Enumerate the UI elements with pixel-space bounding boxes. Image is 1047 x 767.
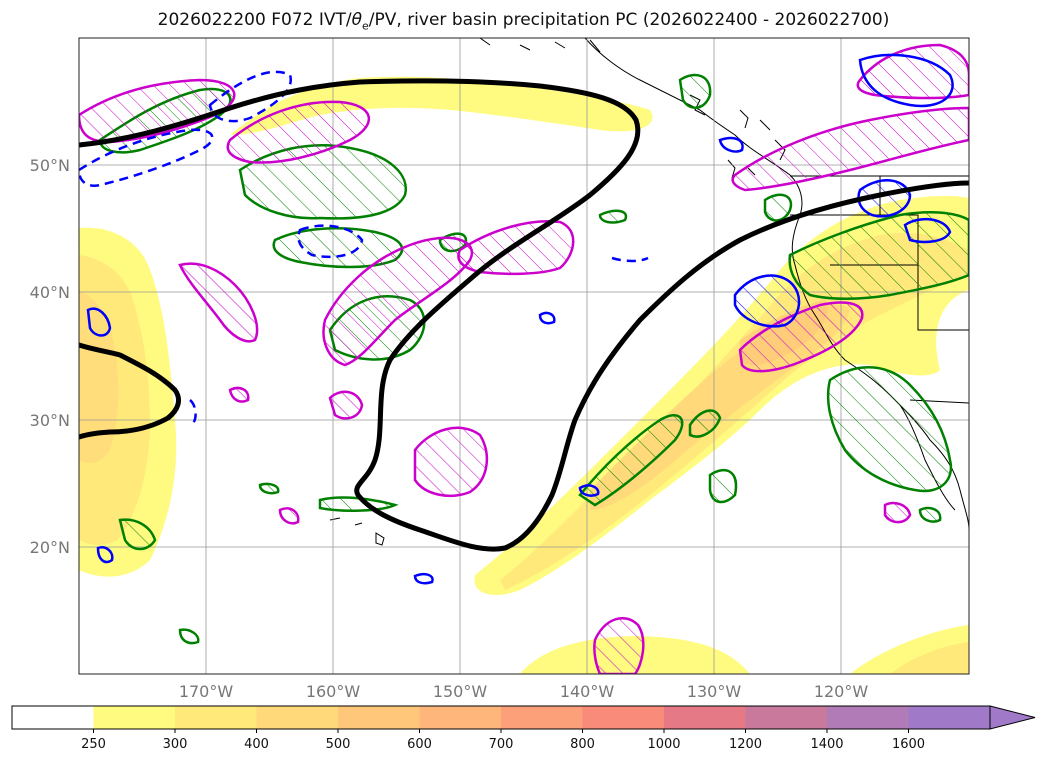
blue-contour	[858, 53, 954, 108]
colorbar: 250 300 400 500 600 700 800 1000 1200 1400 1600	[11, 705, 1036, 752]
magenta-contour	[856, 43, 969, 100]
colorbar-tick-label: 1400	[810, 737, 843, 752]
magenta-contour	[322, 236, 474, 367]
lat-label: 40°N	[30, 283, 70, 302]
colorbar-tick-label: 600	[407, 737, 432, 752]
colorbar-tick-label: 500	[326, 737, 351, 752]
magenta-contour	[228, 386, 250, 403]
green-contour	[688, 409, 722, 438]
blue-contour	[733, 274, 801, 328]
magenta-contour	[593, 616, 645, 674]
magenta-contour	[278, 507, 300, 525]
lon-label: 160°W	[306, 682, 361, 701]
green-contour	[708, 469, 738, 504]
blue-dashed-contour	[79, 128, 214, 187]
colorbar-segment	[745, 706, 828, 729]
magenta-contour	[883, 501, 912, 524]
lon-axis: 170°W 160°W 150°W 140°W 130°W 120°W	[179, 682, 869, 701]
coastline-aleutians	[479, 38, 601, 53]
map-content	[79, 38, 969, 674]
lat-label: 20°N	[30, 538, 70, 557]
colorbar-tick-label: 400	[244, 737, 269, 752]
magenta-contour	[178, 262, 259, 343]
green-contour	[826, 366, 953, 493]
magenta-contour	[413, 426, 488, 498]
green-contour	[678, 73, 712, 109]
lat-label: 30°N	[30, 411, 70, 430]
green-contour	[788, 211, 969, 300]
colorbar-tick-label: 700	[489, 737, 514, 752]
colorbar-segment	[664, 706, 746, 729]
blue-contour	[903, 217, 952, 244]
colorbar-segment	[908, 706, 991, 729]
magenta-contour	[226, 100, 370, 164]
colorbar-segment	[338, 706, 420, 729]
lon-label: 170°W	[179, 682, 234, 701]
lon-label: 120°W	[814, 682, 869, 701]
colorbar-segment	[501, 706, 583, 729]
lat-label: 50°N	[30, 156, 70, 175]
ivt-region-north	[230, 76, 653, 135]
blue-dashed-contour	[297, 224, 364, 259]
colorbar-tick-label: 250	[81, 737, 106, 752]
green-contour	[178, 628, 200, 645]
thick-black-contour	[79, 78, 969, 552]
green-contour	[598, 209, 628, 224]
map-frame	[78, 37, 970, 675]
colorbar-segment	[827, 706, 909, 729]
magenta-contour	[328, 390, 364, 420]
colorbar-tick-label: 300	[163, 737, 188, 752]
blue-contour	[413, 573, 434, 585]
lon-label: 140°W	[560, 682, 615, 701]
coastline-hawaii	[329, 517, 385, 546]
map-title: 2026022200 F072 IVT/θe/PV, river basin p…	[157, 10, 890, 33]
colorbar-segment	[175, 706, 257, 729]
black-contour-main	[79, 78, 969, 552]
colorbar-segment	[12, 706, 94, 729]
lon-label: 150°W	[433, 682, 488, 701]
blue-dashed-contour	[189, 399, 197, 426]
lon-label: 130°W	[687, 682, 742, 701]
blue-dashed-contour	[611, 256, 649, 263]
lat-axis: 50°N 40°N 30°N 20°N	[30, 156, 70, 557]
colorbar-tick-label: 1200	[729, 737, 762, 752]
colorbar-segment	[93, 706, 176, 729]
blue-contour	[718, 136, 744, 153]
colorbar-tick-label: 1600	[892, 737, 925, 752]
blue-contour	[538, 311, 556, 325]
green-contour	[258, 482, 280, 495]
blue-contour	[96, 546, 114, 564]
green-contour	[118, 518, 157, 551]
green-contour	[318, 496, 399, 512]
green-contour	[578, 414, 684, 507]
colorbar-segment	[582, 706, 665, 729]
colorbar-tick-label: 800	[570, 737, 595, 752]
colorbar-segment	[256, 706, 339, 729]
magenta-contour	[731, 106, 969, 192]
green-contour	[763, 193, 793, 222]
blue-contour	[578, 484, 600, 497]
colorbar-tick-label: 1000	[647, 737, 680, 752]
black-contour-west	[79, 342, 181, 440]
colorbar-extend-arrow	[989, 705, 1036, 730]
ivt-region-south	[890, 642, 969, 674]
blue-contour	[86, 307, 112, 337]
colorbar-segment	[419, 706, 502, 729]
green-contour	[918, 506, 942, 523]
